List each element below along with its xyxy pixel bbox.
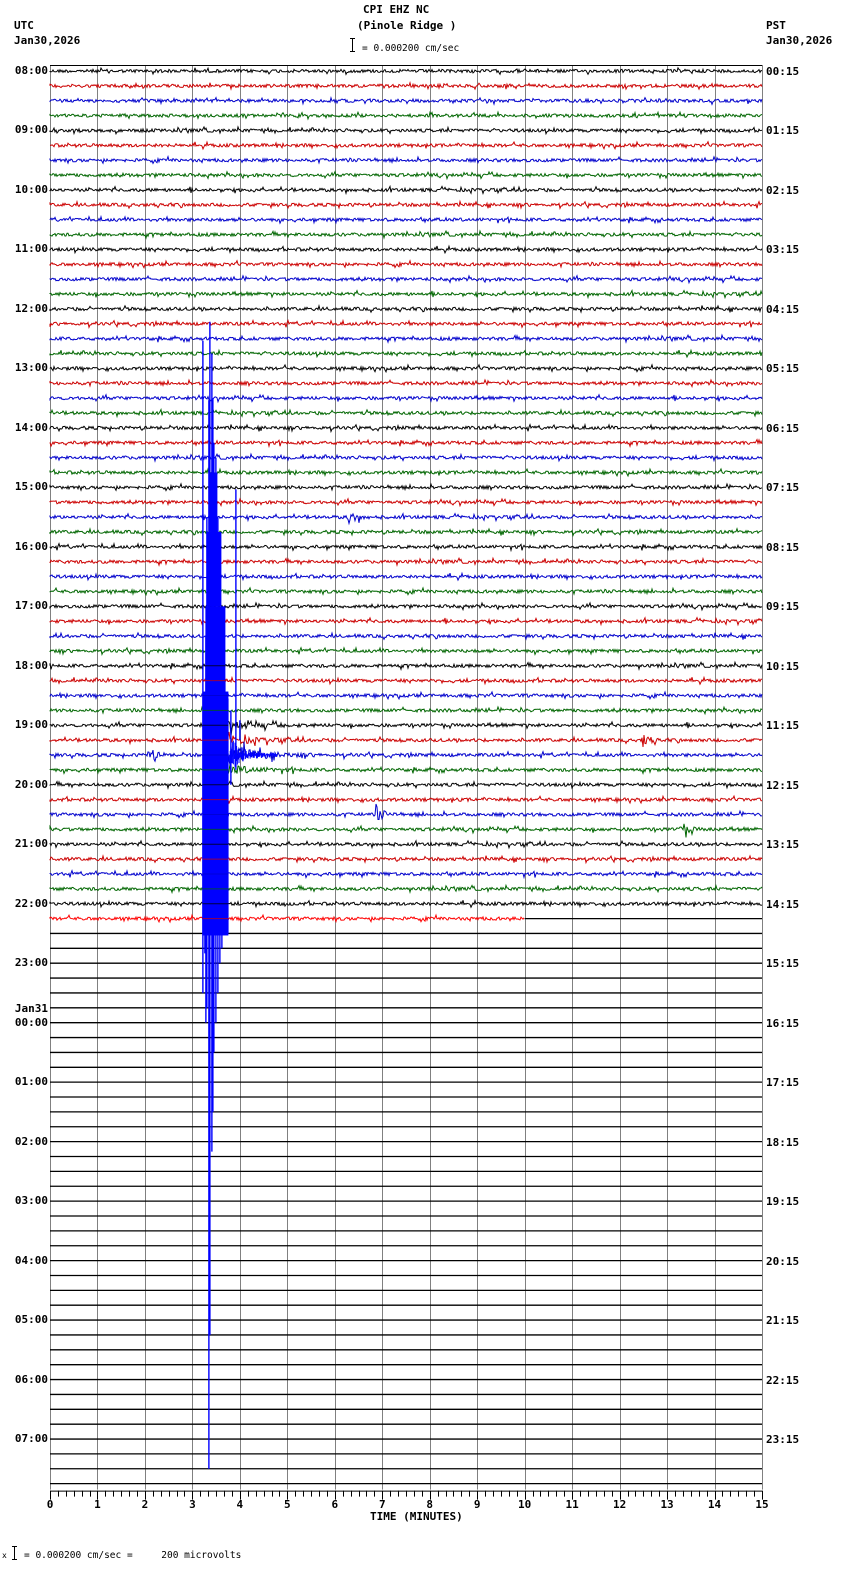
- utc-hour-label: 14:00: [14, 420, 48, 434]
- x-tick-label: 1: [94, 1498, 101, 1511]
- pst-hour-label: 12:15: [766, 778, 800, 792]
- utc-hour-label: 07:00: [14, 1432, 48, 1446]
- pst-hour-label: 14:15: [766, 897, 800, 911]
- utc-hour-label: 04:00: [14, 1253, 48, 1267]
- pst-hour-label: 16:15: [766, 1016, 800, 1030]
- x-tick-label: 8: [426, 1498, 434, 1511]
- pst-hour-label: 06:15: [766, 421, 800, 435]
- utc-hour-label: 15:00: [14, 480, 48, 494]
- utc-hour-label: 18:00: [14, 658, 48, 672]
- utc-hour-label: 03:00: [14, 1194, 48, 1208]
- pst-hour-label: 21:15: [766, 1314, 800, 1328]
- utc-hour-label: 13:00: [14, 361, 48, 375]
- pst-hour-label: 17:15: [766, 1076, 800, 1090]
- pst-hour-label: 20:15: [766, 1254, 800, 1268]
- pst-hour-label: 09:15: [766, 600, 800, 614]
- footer-scale-prefix: x: [2, 1551, 7, 1560]
- pst-hour-label: 13:15: [766, 838, 800, 852]
- utc-hour-label: 05:00: [14, 1313, 48, 1327]
- utc-hour-label: 01:00: [14, 1075, 48, 1089]
- pst-hour-label: 10:15: [766, 659, 800, 673]
- x-tick-label: 9: [473, 1498, 481, 1511]
- x-tick-label: 3: [189, 1498, 196, 1511]
- pst-hour-label: 00:15: [766, 65, 800, 78]
- utc-hour-label: 22:00: [14, 896, 48, 910]
- pst-hour-label: 22:15: [766, 1373, 800, 1387]
- utc-hour-label: 21:00: [14, 837, 48, 851]
- scale-bar-icon: [350, 38, 355, 52]
- pst-hour-label: 04:15: [766, 302, 800, 316]
- scale-note: = 0.000200 cm/sec: [362, 43, 460, 54]
- x-tick-label: 7: [378, 1498, 386, 1511]
- utc-hour-label: 08:00: [14, 64, 48, 77]
- x-tick-label: 13: [660, 1498, 674, 1511]
- utc-hour-label: 09:00: [14, 123, 48, 137]
- pst-hour-label: 02:15: [766, 183, 800, 197]
- pst-hour-label: 08:15: [766, 540, 800, 554]
- utc-hour-label: 00:00: [14, 1015, 48, 1029]
- x-tick-label: 15: [755, 1498, 769, 1511]
- x-tick-label: 12: [612, 1498, 627, 1511]
- pst-hour-label: 11:15: [766, 719, 800, 733]
- x-tick-label: 11: [565, 1498, 579, 1511]
- pst-hour-label: 15:15: [766, 957, 800, 971]
- pst-hour-label: 01:15: [766, 124, 800, 138]
- utc-date-label: Jan31: [14, 1001, 48, 1015]
- utc-hour-label: 17:00: [14, 599, 48, 613]
- pst-hour-label: 18:15: [766, 1135, 800, 1149]
- pst-hour-label: 03:15: [766, 243, 800, 257]
- x-axis-title: TIME (MINUTES): [370, 1510, 463, 1523]
- station-location: (Pinole Ridge ): [357, 19, 457, 32]
- pst-hour-label: 23:15: [766, 1433, 800, 1447]
- utc-hour-label: 11:00: [14, 242, 48, 256]
- x-tick-label: 4: [236, 1498, 244, 1511]
- x-tick-label: 10: [518, 1498, 532, 1511]
- utc-hour-label: 12:00: [14, 301, 48, 315]
- pst-hour-label: 07:15: [766, 481, 800, 495]
- x-tick-label: 14: [707, 1498, 722, 1511]
- x-tick-label: 0: [46, 1498, 54, 1511]
- utc-hour-label: 10:00: [14, 182, 48, 196]
- footer-scale-bar-icon: [12, 1546, 17, 1560]
- x-tick-label: 2: [141, 1498, 149, 1511]
- utc-hour-label: 19:00: [14, 718, 48, 732]
- left-timezone: UTC: [14, 19, 34, 32]
- utc-hour-label: 06:00: [14, 1372, 48, 1386]
- x-tick-label: 5: [284, 1498, 291, 1511]
- x-tick-label: 6: [331, 1498, 339, 1511]
- utc-hour-label: 02:00: [14, 1134, 48, 1148]
- station-title: CPI EHZ NC: [363, 3, 430, 16]
- pst-hour-label: 05:15: [766, 362, 800, 376]
- left-date: Jan30,2026: [14, 34, 81, 47]
- utc-hour-label: 20:00: [14, 777, 48, 791]
- utc-hour-label: 16:00: [14, 539, 48, 553]
- utc-hour-label: 23:00: [14, 956, 48, 970]
- right-timezone: PST: [766, 19, 786, 32]
- footer-scale-note: = 0.000200 cm/sec = 200 microvolts: [24, 1550, 242, 1561]
- right-date: Jan30,2026: [766, 34, 833, 47]
- pst-hour-label: 19:15: [766, 1195, 800, 1209]
